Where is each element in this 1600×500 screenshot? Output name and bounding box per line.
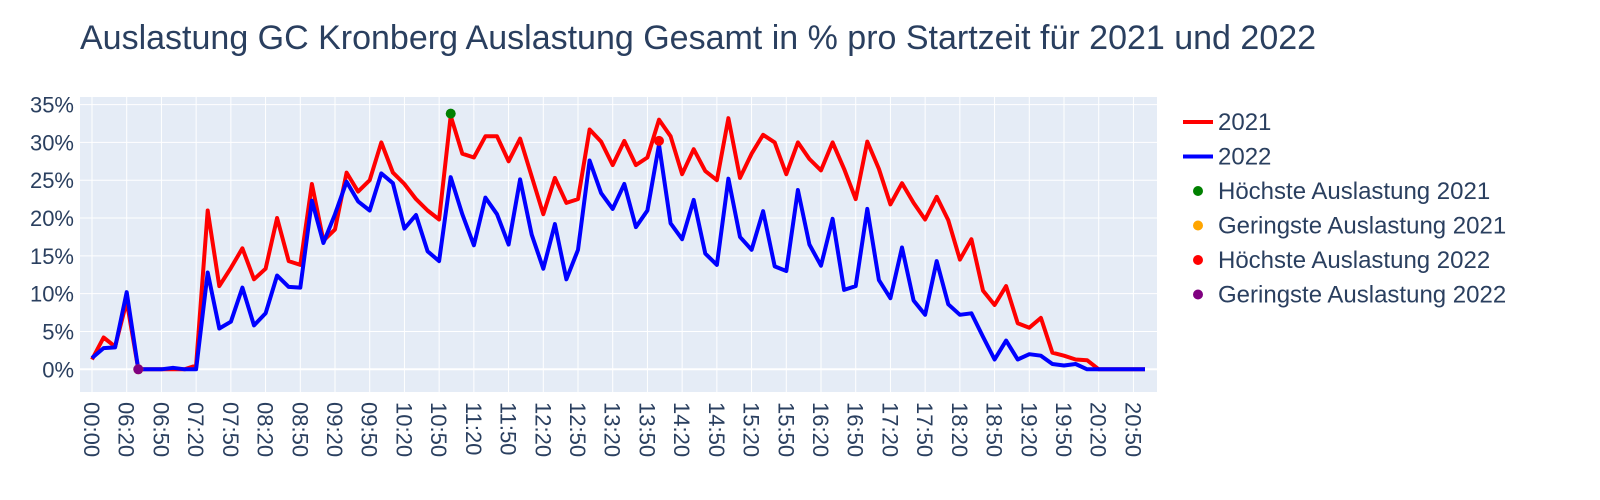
x-tick-label: 06:20 (114, 402, 139, 457)
y-tick-label: 15% (30, 244, 74, 269)
legend-label: Höchste Auslastung 2022 (1218, 247, 1490, 274)
x-tick-label: 19:20 (1016, 402, 1041, 457)
x-tick-label: 12:20 (530, 402, 555, 457)
plot-background (80, 97, 1157, 392)
x-tick-label: 09:50 (357, 402, 382, 457)
x-tick-label: 15:20 (739, 402, 764, 457)
y-tick-label: 30% (30, 130, 74, 155)
legend-label: Geringste Auslastung 2022 (1218, 282, 1506, 309)
x-tick-label: 06:50 (148, 402, 173, 457)
x-tick-label: 16:20 (808, 402, 833, 457)
x-tick-label: 14:20 (669, 402, 694, 457)
legend-label: Geringste Auslastung 2021 (1218, 213, 1506, 240)
x-tick-label: 14:50 (704, 402, 729, 457)
x-tick-label: 16:50 (843, 402, 868, 457)
x-tick-label: 08:50 (287, 402, 312, 457)
x-tick-label: 10:20 (391, 402, 416, 457)
marker-layer (133, 108, 664, 375)
chart-title: Auslastung GC Kronberg Auslastung Gesamt… (80, 19, 1316, 57)
marker-höchste-auslastung-2022 (654, 135, 664, 146)
series-line-2022 (90, 142, 1145, 372)
x-tick-label: 12:50 (565, 402, 590, 457)
x-tick-label: 18:50 (982, 402, 1007, 457)
x-tick-label: 17:20 (877, 402, 902, 457)
x-tick-label: 13:20 (600, 402, 625, 457)
x-tick-label: 11:20 (461, 402, 486, 455)
marker-geringste-auslastung-2022 (133, 364, 144, 375)
legend[interactable]: 2021 2022 Höchste Auslastung 2021 Geringste… (1183, 109, 1506, 309)
y-tick-label: 20% (30, 206, 74, 231)
x-tick-label: 09:20 (322, 402, 347, 457)
x-tick-label: 18:20 (947, 402, 972, 457)
y-tick-label: 25% (30, 168, 74, 193)
legend-label: 2021 (1218, 109, 1271, 136)
x-tick-label: 17:50 (912, 402, 937, 457)
x-tick-label: 10:50 (426, 402, 451, 457)
x-tick-label: 20:50 (1120, 402, 1145, 457)
y-tick-label: 10% (30, 282, 74, 307)
x-axis: 00:00 06:20 06:50 07:20 07:50 08:20 08:50 09:20… (79, 402, 1145, 457)
legend-marker (1193, 255, 1203, 265)
grid (80, 97, 1157, 392)
legend-label: Höchste Auslastung 2021 (1218, 178, 1490, 205)
y-tick-label: 5% (42, 319, 74, 344)
x-tick-label: 00:00 (79, 402, 104, 457)
legend-marker (1193, 220, 1203, 231)
y-tick-label: 35% (30, 93, 74, 118)
x-tick-label: 13:50 (634, 402, 659, 457)
x-tick-label: 15:50 (773, 402, 798, 457)
series-layer (90, 113, 1145, 372)
x-tick-label: 08:20 (253, 402, 278, 457)
legend-marker (1193, 186, 1203, 196)
legend-label: 2022 (1218, 144, 1271, 171)
x-tick-label: 19:50 (1051, 402, 1076, 457)
y-tick-label: 0% (42, 357, 74, 382)
x-tick-label: 07:50 (218, 402, 243, 457)
x-tick-label: 20:20 (1086, 402, 1111, 457)
x-tick-label: 11:50 (496, 402, 521, 455)
legend-marker (1193, 289, 1203, 300)
marker-höchste-auslastung-2021 (445, 108, 456, 119)
series-line-2021 (90, 113, 1145, 372)
y-axis: 0% 5% 10% 15% 20% 25% 30% 35% (30, 93, 74, 383)
x-tick-label: 07:20 (183, 402, 208, 457)
